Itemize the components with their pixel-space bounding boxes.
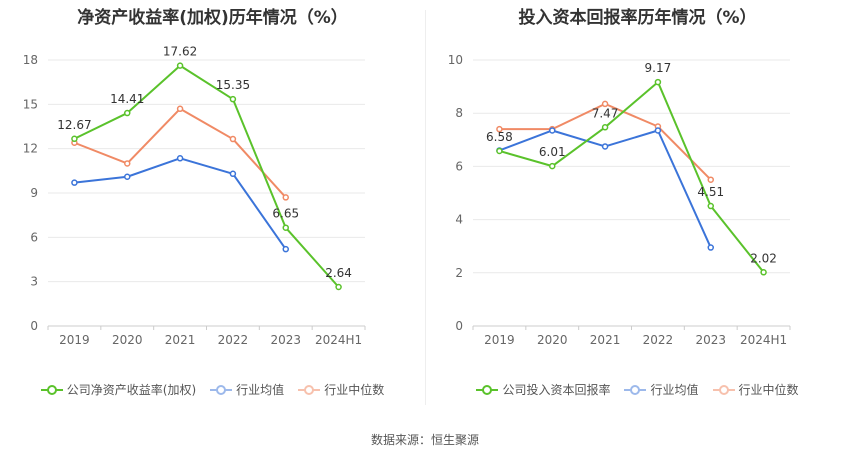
- y-tick-label: 15: [23, 97, 38, 111]
- data-point: [176, 62, 184, 69]
- legend-item-industry-median[interactable]: 行业中位数: [298, 381, 384, 398]
- legend-swatch-icon: [40, 384, 63, 395]
- data-point: [176, 105, 184, 113]
- chart-title: 投入资本回报率历年情况（%）: [518, 8, 757, 28]
- x-tick-label: 2020: [112, 333, 143, 347]
- x-tick-label: 2024H1: [740, 333, 787, 347]
- legend-swatch-icon: [476, 384, 499, 395]
- chart-panel-roic: 投入资本回报率历年情况（%） 0 2 4 6 8 10 2019 2020 2021 2022 20…: [425, 0, 850, 410]
- x-tick-label: 2022: [218, 333, 249, 347]
- y-tick-label: 6: [30, 230, 38, 244]
- y-tick-label: 0: [30, 319, 38, 333]
- data-point: [601, 124, 609, 131]
- y-tick-label: 8: [455, 106, 463, 120]
- data-point: [124, 160, 131, 167]
- legend-swatch-icon: [712, 384, 735, 395]
- legend-swatch-icon: [624, 384, 647, 395]
- legend-swatch-icon: [298, 384, 321, 395]
- data-point: [176, 155, 184, 162]
- series-line: [73, 64, 340, 288]
- data-label: 17.62: [163, 45, 197, 59]
- panel-divider: [425, 10, 426, 405]
- x-tick-label: 2023: [695, 333, 726, 347]
- chart-legend: 公司净资产收益率(加权) 行业均值 行业中位数: [0, 381, 425, 398]
- legend-label: 公司投入资本回报率: [502, 383, 611, 397]
- legend-label: 行业均值: [650, 383, 699, 397]
- x-tick-label: 2023: [270, 333, 301, 347]
- data-point: [496, 147, 503, 155]
- data-point: [601, 143, 609, 150]
- legend-swatch-icon: [210, 384, 233, 395]
- data-point: [229, 95, 237, 103]
- legend-item-industry-avg[interactable]: 行业均值: [210, 381, 284, 398]
- y-tick-label: 12: [23, 142, 38, 156]
- series-line: [74, 157, 287, 250]
- data-point: [282, 224, 289, 231]
- y-tick-label: 9: [30, 186, 38, 200]
- x-tick-label: 2024H1: [315, 333, 362, 347]
- legend-item-company[interactable]: 公司投入资本回报率: [476, 381, 610, 398]
- y-tick-label: 0: [455, 319, 463, 333]
- data-point: [707, 176, 714, 183]
- series-line: [499, 81, 765, 273]
- data-point: [707, 244, 714, 251]
- chart-panel-roe: 净资产收益率(加权)历年情况（%） 0 3 6 9 12 15 18 2019 2020 2021…: [0, 0, 425, 410]
- data-point: [654, 78, 662, 86]
- data-point: [707, 202, 714, 210]
- x-tick-label: 2020: [537, 333, 568, 347]
- data-label: 9.17: [645, 61, 672, 75]
- data-label: 12.67: [57, 118, 91, 132]
- x-tick-label: 2022: [643, 333, 674, 347]
- y-tick-label: 18: [23, 53, 38, 67]
- y-tick-label: 10: [448, 53, 463, 67]
- chart-title: 净资产收益率(加权)历年情况（%）: [77, 8, 348, 28]
- x-tick-label: 2021: [590, 333, 621, 347]
- y-tick-label: 6: [455, 159, 463, 173]
- data-point: [654, 127, 662, 134]
- legend-label: 行业中位数: [324, 383, 385, 397]
- y-tick-label: 3: [30, 275, 38, 289]
- data-point: [229, 135, 237, 143]
- legend-item-industry-median[interactable]: 行业中位数: [712, 381, 799, 398]
- data-point: [549, 127, 556, 134]
- data-point: [601, 100, 609, 108]
- data-label: 2.64: [325, 266, 352, 280]
- data-label: 4.51: [697, 185, 724, 199]
- data-point: [71, 135, 78, 143]
- chart-plot-roic: 0 2 4 6 8 10 2019 2020 2021 2022 2023 2024H1 6.58 6.0…: [448, 53, 791, 347]
- x-tick-label: 2019: [484, 333, 515, 347]
- legend-label: 公司净资产收益率(加权): [66, 383, 197, 397]
- data-point: [549, 162, 556, 170]
- source-note: 数据来源：恒生聚源: [370, 433, 479, 447]
- chart-plot-roe: 0 3 6 9 12 15 18 2019 2020 2021 2022 2023 2024H1 12.6…: [23, 45, 366, 347]
- y-tick-label: 2: [455, 266, 463, 280]
- data-point: [124, 173, 131, 180]
- legend-label: 行业中位数: [738, 383, 799, 397]
- chart-legend: 公司投入资本回报率 行业均值 行业中位数: [425, 381, 850, 398]
- data-label: 6.58: [486, 130, 513, 144]
- y-tick-label: 4: [455, 213, 463, 227]
- data-point: [282, 245, 289, 253]
- data-label: 7.47: [592, 106, 619, 120]
- data-point: [124, 109, 131, 117]
- data-point: [335, 283, 342, 291]
- data-label: 14.41: [110, 92, 144, 106]
- x-tick-label: 2019: [59, 333, 90, 347]
- data-point: [282, 194, 289, 201]
- legend-label: 行业均值: [236, 383, 285, 397]
- data-label: 2.02: [750, 251, 777, 265]
- data-point: [496, 125, 503, 133]
- legend-item-company[interactable]: 公司净资产收益率(加权): [40, 381, 197, 398]
- data-label: 15.35: [216, 78, 250, 92]
- data-point: [229, 170, 237, 178]
- data-point: [760, 269, 767, 276]
- data-point: [71, 179, 78, 186]
- data-label: 6.65: [272, 207, 299, 221]
- data-label: 6.01: [539, 145, 566, 159]
- x-tick-label: 2021: [165, 333, 196, 347]
- legend-item-industry-avg[interactable]: 行业均值: [624, 381, 699, 398]
